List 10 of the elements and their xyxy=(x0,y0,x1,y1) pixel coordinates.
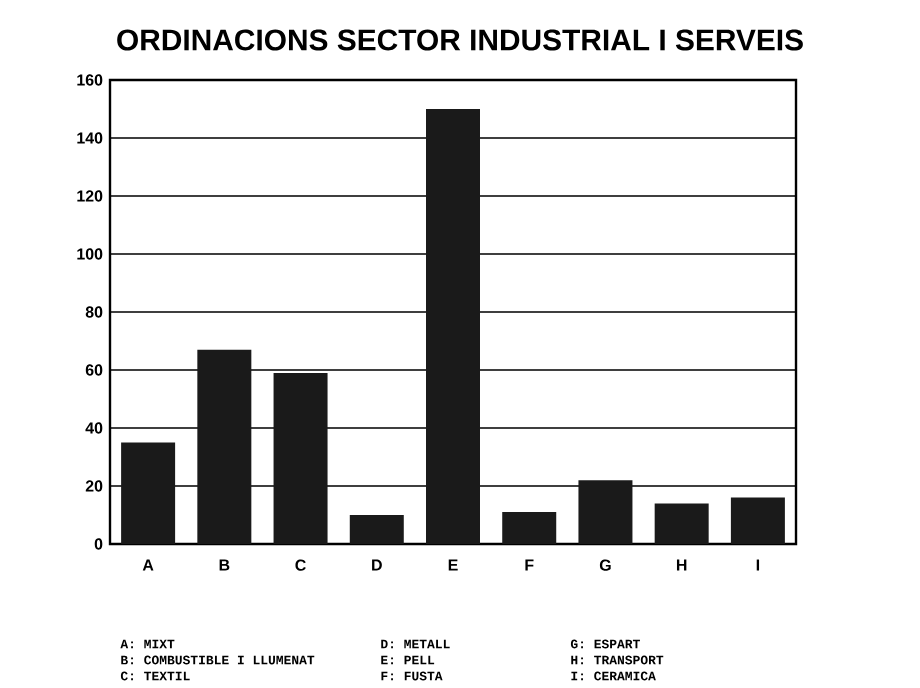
bar xyxy=(502,512,557,544)
bar xyxy=(578,480,633,544)
bar xyxy=(197,349,252,544)
bar xyxy=(730,497,785,544)
bar xyxy=(121,442,176,544)
bar xyxy=(273,372,328,544)
bar xyxy=(654,503,709,544)
chart-title: ORDINACIONS SECTOR INDUSTRIAL I SERVEIS xyxy=(117,29,803,51)
bar xyxy=(426,109,480,544)
bar xyxy=(349,515,404,544)
